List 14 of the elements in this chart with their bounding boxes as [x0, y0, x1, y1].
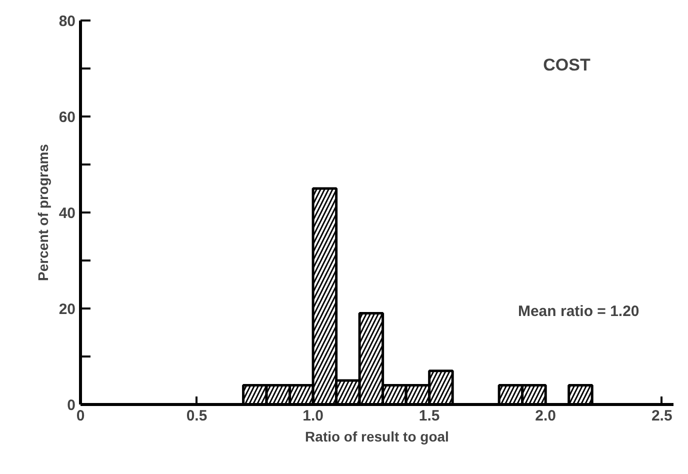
- text: COST: [543, 55, 591, 74]
- y-tick-label: 0: [67, 397, 76, 414]
- x-axis-title: Ratio of result to goal: [305, 428, 449, 444]
- y-tick-label: 60: [58, 109, 76, 126]
- x-tick-label: 1.0: [302, 408, 324, 424]
- x-tick-label: 1.5: [418, 408, 440, 424]
- x-tick-label: 2.0: [535, 408, 556, 424]
- y-tick-label: 20: [58, 301, 76, 318]
- x-tick-label: 2.5: [651, 408, 672, 424]
- annotation: Mean ratio = 1.20: [518, 303, 640, 320]
- x-tick-label: 0.5: [186, 408, 208, 424]
- y-tick-label: 80: [58, 13, 76, 30]
- y-tick-label: 40: [58, 205, 76, 222]
- y-axis-title: Percent of programs: [34, 144, 51, 281]
